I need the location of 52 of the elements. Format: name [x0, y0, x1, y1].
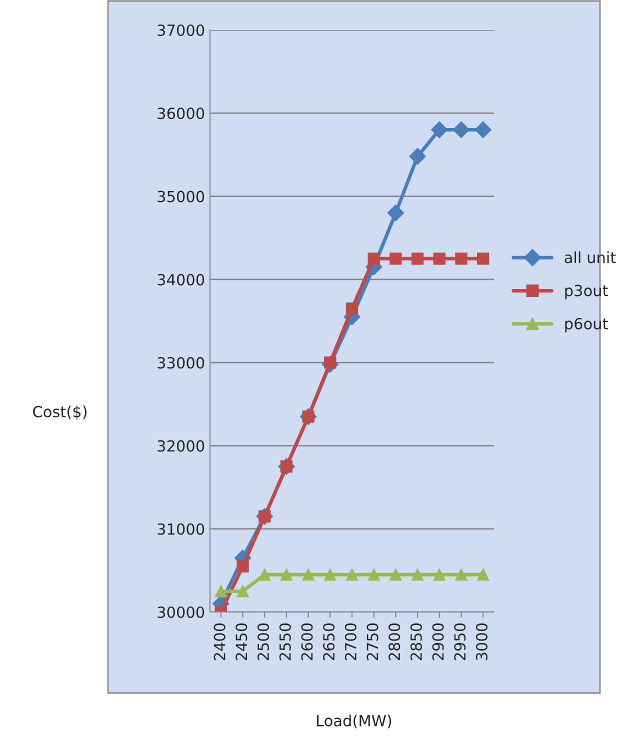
point	[368, 252, 380, 265]
y-axis-title: Cost($)	[33, 406, 86, 420]
point	[236, 585, 249, 598]
point	[433, 252, 446, 265]
point	[452, 121, 470, 138]
point	[433, 568, 446, 581]
x-tick-label: 2900	[432, 623, 444, 660]
point	[346, 568, 358, 581]
x-tick-label: 2400	[214, 623, 226, 660]
point	[390, 568, 402, 581]
point	[387, 204, 404, 222]
point	[474, 121, 492, 138]
y-tick-label: 36000	[158, 108, 204, 120]
x-tick-label: 2800	[388, 623, 400, 660]
point	[477, 252, 490, 265]
point	[324, 568, 336, 581]
legend-label: p3out	[565, 284, 608, 300]
y-tick-label: 31000	[158, 523, 204, 535]
point	[455, 252, 468, 265]
point	[409, 148, 426, 165]
legend-label: p6out	[565, 318, 608, 332]
x-axis-title: Load(MW)	[317, 714, 392, 728]
point	[431, 121, 448, 138]
x-tick-label: 2750	[366, 623, 378, 660]
point	[455, 568, 468, 581]
point	[236, 560, 249, 572]
x-tick-label: 2550	[279, 623, 291, 660]
point	[477, 568, 490, 581]
legend-label: all unit	[564, 251, 616, 264]
x-tick-label: 2450	[236, 623, 248, 660]
x-tick-label: 2700	[344, 623, 356, 660]
point	[302, 568, 314, 581]
y-tick-label: 32000	[158, 440, 204, 452]
x-tick-label: 2650	[323, 623, 335, 660]
point	[411, 252, 424, 265]
point	[258, 568, 271, 581]
y-tick-label: 35000	[158, 190, 204, 202]
point	[368, 568, 380, 581]
x-tick-label: 2600	[301, 623, 313, 660]
y-tick-label: 34000	[158, 274, 204, 286]
x-tick-label: 2500	[257, 623, 270, 660]
x-tick-label: 2950	[454, 623, 466, 660]
point	[346, 302, 358, 315]
x-tick-label: 2850	[410, 623, 422, 660]
y-tick-label: 33000	[158, 357, 204, 369]
x-tick-label: 3000	[476, 623, 488, 660]
point	[390, 252, 402, 265]
y-tick-label: 30000	[158, 606, 204, 618]
point	[411, 568, 424, 581]
point	[214, 585, 227, 598]
y-tick-label: 37000	[158, 24, 204, 36]
point	[280, 568, 293, 581]
